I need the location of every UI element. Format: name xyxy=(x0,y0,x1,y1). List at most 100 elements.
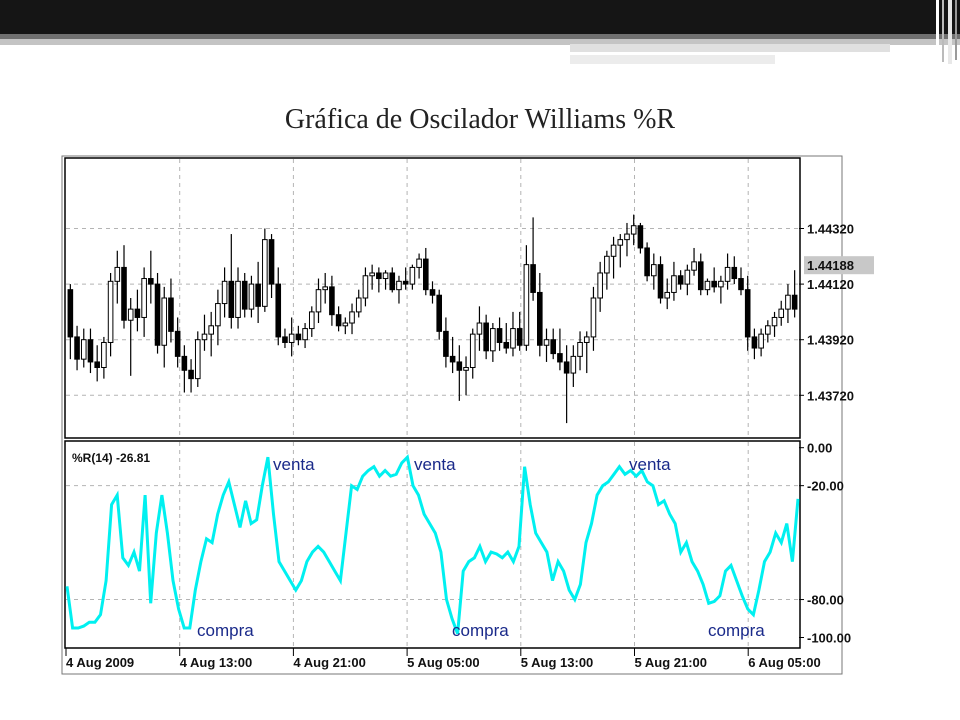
candle-bear xyxy=(530,264,536,293)
candle-bull xyxy=(604,255,610,274)
candle-bear xyxy=(731,266,738,280)
time-axis: 4 Aug 2009 4 Aug 13:00 4 Aug 21:00 5 Aug 05… xyxy=(65,648,821,670)
candle-bull xyxy=(141,278,147,318)
candle-bear xyxy=(436,294,443,332)
candle-bull xyxy=(322,286,328,291)
candle-bull xyxy=(262,239,268,307)
candle-bull xyxy=(577,341,583,357)
time-tick-label: 4 Aug 13:00 xyxy=(180,655,253,670)
candle-bear xyxy=(503,341,510,349)
candle-bull xyxy=(201,333,208,341)
candle-bull xyxy=(315,289,322,313)
candle-bull xyxy=(684,269,691,285)
candle-bear xyxy=(376,272,382,280)
candle-bull xyxy=(671,275,677,293)
osc-tick-label: -80.00 xyxy=(807,593,844,608)
candle-bull xyxy=(785,294,791,310)
candle-bull xyxy=(127,308,134,321)
price-tick-label: 1.44120 xyxy=(807,277,854,292)
candle-bear xyxy=(738,278,744,291)
candle-bear xyxy=(751,336,758,349)
candle-bull xyxy=(765,325,771,335)
candle-bear xyxy=(275,283,282,338)
candle-bear xyxy=(241,280,248,310)
candle-bull xyxy=(617,239,624,246)
candle-bull xyxy=(718,280,724,288)
time-tick-label: 5 Aug 05:00 xyxy=(407,655,480,670)
candle-bull xyxy=(288,333,295,343)
price-tick-label: 1.44320 xyxy=(807,222,854,237)
candle-bull xyxy=(409,266,416,285)
candle-bull xyxy=(664,291,671,299)
candle-bear xyxy=(154,283,161,346)
candle-bear xyxy=(516,328,523,346)
osc-tick-label: 0.00 xyxy=(807,441,832,456)
candle-bear xyxy=(557,353,563,363)
candle-bull xyxy=(235,280,241,318)
candle-bull xyxy=(624,233,630,241)
candle-bull xyxy=(369,272,375,277)
candle-bull xyxy=(724,266,731,282)
candle-bull xyxy=(490,328,496,352)
candle-bear xyxy=(677,275,684,285)
candle-bull xyxy=(221,280,228,305)
candle-bull xyxy=(342,322,349,327)
price-tick-label: 1.43720 xyxy=(807,388,854,403)
buy-label: compra xyxy=(197,621,254,640)
candle-bear xyxy=(483,322,489,352)
candle-bear xyxy=(389,272,396,291)
time-tick-label: 6 Aug 05:00 xyxy=(748,655,821,670)
candle-bear xyxy=(228,280,235,318)
candle-bull xyxy=(80,339,87,360)
candle-bull xyxy=(362,275,369,299)
candle-bull xyxy=(597,272,603,299)
candle-bull xyxy=(570,355,577,374)
candle-bull xyxy=(208,325,214,335)
candle-bull xyxy=(349,311,355,324)
indicator-name: %R(14) -26.81 xyxy=(72,451,150,465)
candle-bear xyxy=(295,333,302,341)
oscillator-line xyxy=(65,454,800,635)
sell-label: venta xyxy=(414,455,456,474)
candle-bull xyxy=(691,261,697,271)
candle-bear xyxy=(697,261,704,291)
candle-bear xyxy=(148,278,154,285)
candle-bull xyxy=(583,336,590,343)
candle-bull xyxy=(416,258,422,268)
candles xyxy=(67,214,798,424)
candle-bull xyxy=(107,280,114,343)
candle-bull xyxy=(778,308,785,318)
candle-bear xyxy=(87,339,94,363)
candle-bull xyxy=(476,322,483,335)
time-tick-label: 4 Aug 21:00 xyxy=(293,655,366,670)
buy-label: compra xyxy=(452,621,509,640)
candle-bull xyxy=(396,280,402,291)
candle-bear xyxy=(550,339,557,355)
candle-bull xyxy=(651,264,657,277)
time-tick-label: 5 Aug 13:00 xyxy=(521,655,594,670)
slide-title: Gráfica de Oscilador Williams %R xyxy=(284,104,676,135)
current-price-label: 1.44188 xyxy=(807,258,854,273)
candle-bull xyxy=(382,272,389,280)
candle-bear xyxy=(282,336,288,343)
candle-bull xyxy=(114,266,121,282)
sell-label: venta xyxy=(629,455,671,474)
candle-bull xyxy=(630,225,637,235)
candle-bear xyxy=(181,355,188,371)
candle-bear xyxy=(121,266,127,321)
candle-bear xyxy=(67,289,74,338)
candle-bull xyxy=(758,333,764,349)
candle-bear xyxy=(74,336,80,360)
candle-bear xyxy=(456,361,463,371)
current-price-box xyxy=(804,256,874,275)
candle-bear xyxy=(443,330,449,357)
candle-bear xyxy=(168,297,174,332)
candle-bull xyxy=(355,297,362,313)
candle-bear xyxy=(94,361,100,369)
osc-tick-label: -20.00 xyxy=(807,479,844,494)
price-tick-label: 1.43920 xyxy=(807,333,854,348)
slide-header-bar xyxy=(0,0,960,64)
oscillator-levels xyxy=(66,485,799,601)
candle-bull xyxy=(302,328,308,341)
